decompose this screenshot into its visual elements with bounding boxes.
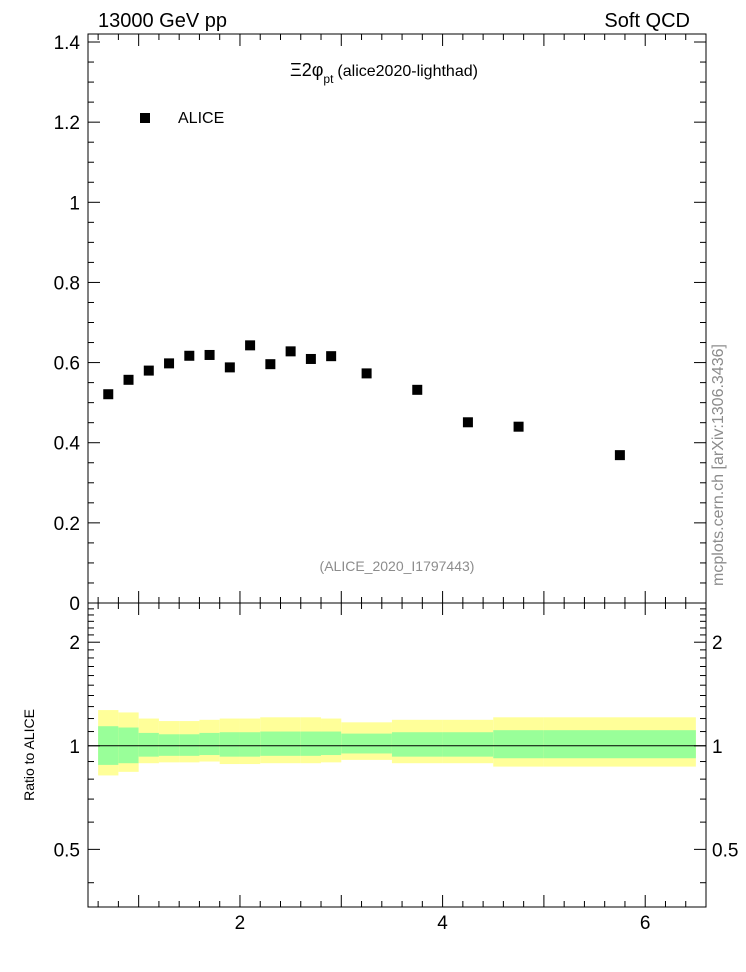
legend-label: ALICE — [178, 110, 224, 127]
ratio-inner-band — [543, 730, 696, 759]
header-right: Soft QCD — [604, 10, 690, 32]
ratio-inner-band — [199, 732, 220, 756]
ratio-y-axis: 0.5 0.5 1 1 2 2 — [54, 608, 738, 884]
legend-marker — [140, 113, 150, 123]
main-y-tick-label: 1.2 — [54, 113, 80, 134]
main-y-tick-label: 1 — [69, 193, 80, 214]
ratio-frame — [87, 602, 707, 908]
data-point — [305, 353, 316, 364]
ratio-y-tick-label-right: 1 — [712, 737, 723, 758]
data-point — [103, 389, 114, 400]
data-point — [184, 350, 195, 361]
main-y-tick-label: 0.8 — [54, 273, 80, 294]
main-y-tick-label: 0.4 — [54, 434, 81, 455]
data-point — [204, 349, 215, 360]
data-point — [123, 374, 134, 385]
data-points — [103, 340, 625, 461]
ratio-x-tick-label: 4 — [437, 913, 448, 934]
header-left: 13000 GeV pp — [98, 10, 227, 32]
main-y-tick-label: 0.6 — [54, 354, 80, 375]
ratio-y-tick-label: 2 — [69, 633, 80, 654]
ratio-panel: 0.5 0.5 1 1 2 2 2 4 6 Ratio to ALICE — [21, 602, 738, 934]
ratio-inner-band — [321, 731, 342, 756]
main-y-tick-label: 0 — [69, 594, 80, 615]
ratio-y-tick-label: 1 — [69, 737, 80, 758]
data-point — [265, 359, 276, 370]
ratio-y-label: Ratio to ALICE — [21, 709, 37, 801]
ratio-y-tick-label-right: 0.5 — [712, 840, 738, 861]
data-point — [224, 362, 235, 373]
ratio-y-tick-label: 0.5 — [54, 840, 80, 861]
main-y-tick-label: 1.4 — [54, 33, 81, 54]
data-point — [285, 346, 296, 357]
ratio-inner-band — [493, 730, 544, 759]
data-point — [164, 358, 175, 369]
main-y-axis: 0 0.2 0.4 0.6 0.8 1 1.2 1.4 — [54, 33, 706, 615]
plot-title: Ξ2φpt (alice2020-lighthad) — [290, 60, 478, 86]
data-point — [513, 421, 524, 432]
ratio-inner-band — [158, 734, 180, 756]
main-y-tick-label: 0.2 — [54, 514, 80, 535]
data-point — [361, 368, 372, 379]
legend: ALICE — [140, 110, 224, 127]
ratio-inner-band — [239, 732, 261, 757]
watermark: (ALICE_2020_I1797443) — [320, 558, 475, 574]
ratio-inner-band — [138, 732, 159, 757]
ratio-inner-band — [341, 733, 392, 754]
ratio-inner-band — [280, 731, 301, 756]
data-point — [462, 417, 473, 428]
ratio-inner-band — [219, 732, 240, 757]
ratio-inner-band — [300, 731, 322, 756]
side-label: mcplots.cern.ch [arXiv:1306.3436] — [710, 344, 727, 586]
ratio-x-axis: 2 4 6 — [97, 603, 687, 934]
data-point — [326, 351, 337, 362]
data-point — [412, 384, 423, 395]
ratio-bands — [98, 710, 696, 776]
ratio-x-tick-label: 6 — [640, 913, 651, 934]
ratio-inner-band — [179, 734, 200, 756]
data-point — [143, 365, 154, 376]
ratio-inner-band — [260, 731, 281, 756]
main-x-axis — [97, 34, 687, 603]
ratio-inner-band — [391, 732, 443, 757]
main-panel: 0 0.2 0.4 0.6 0.8 1 1.2 1.4 ALICE (ALICE_2020_I… — [54, 33, 707, 615]
data-point — [614, 450, 625, 461]
data-point — [245, 340, 256, 351]
ratio-inner-band — [442, 732, 494, 757]
ratio-x-tick-label: 2 — [235, 913, 246, 934]
ratio-y-tick-label-right: 2 — [712, 633, 723, 654]
